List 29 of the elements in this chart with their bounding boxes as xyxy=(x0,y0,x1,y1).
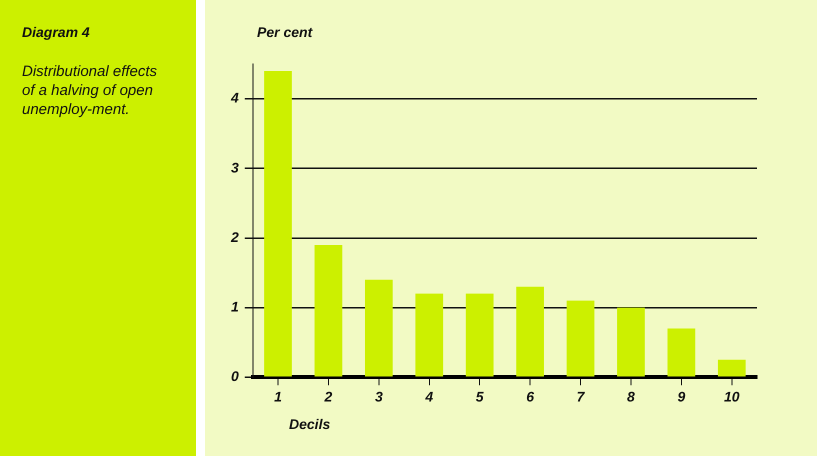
x-tick-label: 8 xyxy=(627,388,636,404)
bar xyxy=(516,286,544,376)
y-tick-label: 1 xyxy=(230,298,239,314)
x-tick-label: 6 xyxy=(526,388,534,404)
bar xyxy=(415,294,444,376)
x-tick-label: 7 xyxy=(576,388,586,404)
bar xyxy=(566,300,594,376)
x-tick-label: 10 xyxy=(724,388,740,404)
bar xyxy=(364,280,393,376)
x-tick-label: 1 xyxy=(274,388,282,404)
bar xyxy=(314,244,342,376)
x-tick-label: 5 xyxy=(476,388,484,404)
y-tick-label: 2 xyxy=(230,228,239,245)
x-tick-label: 4 xyxy=(424,388,434,404)
y-tick-label: 3 xyxy=(230,159,239,176)
text: Distributional effects of a halving of open unemploy-ment. xyxy=(22,62,158,119)
y-axis-title: Per cent xyxy=(257,24,312,40)
y-tick-label: 4 xyxy=(230,90,239,106)
bar xyxy=(718,360,746,376)
bar xyxy=(617,308,645,376)
x-tick-label: 3 xyxy=(374,388,383,404)
x-tick-label: 2 xyxy=(324,388,333,404)
x-tick-label: 9 xyxy=(677,388,686,404)
bar xyxy=(668,328,696,376)
bar xyxy=(264,70,292,376)
y-tick-label: 0 xyxy=(230,368,239,384)
x-axis-title: Decils xyxy=(289,416,330,432)
bar xyxy=(466,294,494,376)
text: Diagram 4 xyxy=(22,24,90,40)
